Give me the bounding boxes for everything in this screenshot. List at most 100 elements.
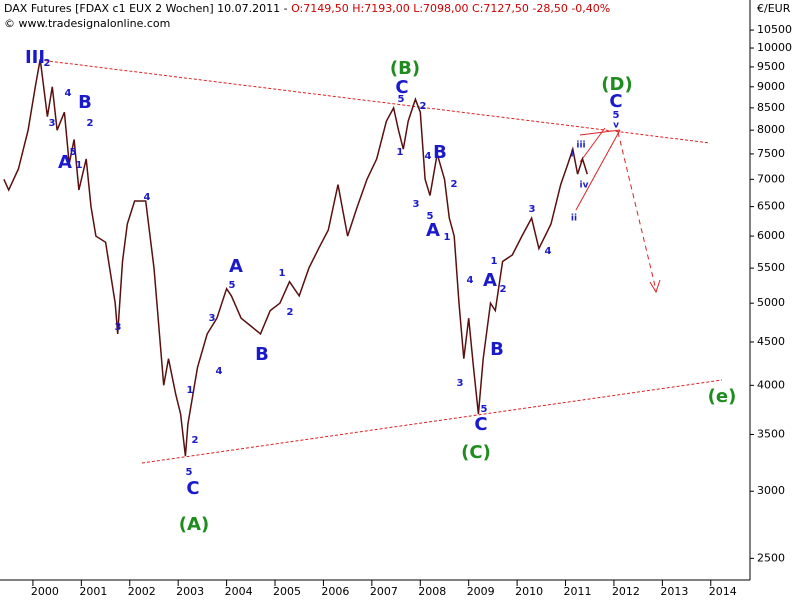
x-tick-label: 2004 <box>225 585 253 598</box>
wave-label: iv <box>580 181 589 191</box>
trend-lines <box>39 59 723 464</box>
wave-label: C <box>186 478 199 499</box>
wave-label: 1 <box>397 147 404 158</box>
wave-label: 2 <box>451 179 458 190</box>
wave-label: 5 <box>398 94 405 105</box>
wave-label: (D) <box>601 74 632 95</box>
y-tick-label: 6000 <box>757 229 785 242</box>
wave-label: (A) <box>179 514 209 535</box>
x-tick-label: 2010 <box>515 585 543 598</box>
wave-label: B <box>255 344 269 365</box>
wave-label: III <box>25 47 45 68</box>
x-tick-label: 2014 <box>709 585 737 598</box>
x-tick-label: 2008 <box>418 585 446 598</box>
wave-label: A <box>58 152 72 173</box>
wave-label: 3 <box>413 199 420 210</box>
wave-label: 4 <box>425 151 432 162</box>
wave-label: 3 <box>529 204 536 215</box>
wave-label: C <box>609 91 622 112</box>
y-tick-label: 5000 <box>757 296 785 309</box>
y-axis-label: €/EUR <box>757 2 791 15</box>
x-tick-label: 2005 <box>273 585 301 598</box>
wave-label: 5 <box>229 280 236 291</box>
y-tick-label: 10500 <box>757 23 792 36</box>
x-tick-label: 2000 <box>31 585 59 598</box>
price-line <box>3 59 589 457</box>
subtitle: © www.tradesignalonline.com <box>4 17 170 30</box>
wave-label: A <box>229 256 243 277</box>
wave-label: 2 <box>192 435 199 446</box>
wave-label: 2 <box>287 307 294 318</box>
wedge-lower <box>575 129 621 211</box>
wave-label: 1 <box>491 256 498 267</box>
wave-label: i <box>570 150 573 160</box>
y-tick-label: 6500 <box>757 200 785 213</box>
wave-label: A <box>426 220 440 241</box>
wave-label: A <box>483 270 497 291</box>
quote: O:7149,50 H:7193,00 L:7098,00 C:7127,50 … <box>291 2 610 15</box>
x-tick-label: 2007 <box>370 585 398 598</box>
wave-label: 2 <box>44 58 51 69</box>
wedge-top <box>579 129 621 136</box>
wave-label: B <box>78 92 92 113</box>
arrow-head <box>649 279 661 294</box>
wave-label: v <box>613 121 619 131</box>
wave-label: 4 <box>467 275 474 286</box>
wave-label: 5 <box>427 211 434 222</box>
wave-label: 3 <box>49 118 56 129</box>
x-tick-label: 2003 <box>176 585 204 598</box>
wave-label: 2 <box>420 101 427 112</box>
y-tick-label: 10000 <box>757 41 792 54</box>
y-tick-label: 4000 <box>757 378 785 391</box>
y-tick-label: 5500 <box>757 261 785 274</box>
wave-label: B <box>433 142 447 163</box>
y-tick-label: 8500 <box>757 101 785 114</box>
y-tick-label: 9000 <box>757 80 785 93</box>
y-tick-label: 3000 <box>757 484 785 497</box>
y-tick-label: 2500 <box>757 551 785 564</box>
wave-label: C <box>474 414 487 435</box>
y-tick-label: 9500 <box>757 60 785 73</box>
wave-label: 4 <box>65 88 72 99</box>
x-tick-label: 2013 <box>660 585 688 598</box>
upper-channel <box>39 59 711 144</box>
wave-label: (B) <box>390 58 420 79</box>
wave-label: 1 <box>76 160 83 171</box>
x-tick-label: 2012 <box>612 585 640 598</box>
wave-label: 5 <box>481 404 488 415</box>
wave-label: 5 <box>70 147 77 158</box>
wave-label: 4 <box>216 366 223 377</box>
title: DAX Futures [FDAX c1 EUX 2 Wochen] 10.07… <box>4 2 288 15</box>
wave-label: 1 <box>187 385 194 396</box>
wave-label: 2 <box>87 118 94 129</box>
wave-label: 2 <box>500 284 507 295</box>
x-tick-label: 2001 <box>79 585 107 598</box>
wave-label: ii <box>571 214 577 224</box>
wave-label: 4 <box>545 246 552 257</box>
wave-label: (C) <box>461 442 491 463</box>
y-tick-label: 8000 <box>757 123 785 136</box>
y-tick-label: 3500 <box>757 427 785 440</box>
wave-label: iii <box>576 141 585 151</box>
wave-label: 1 <box>444 232 451 243</box>
y-tick-label: 7500 <box>757 147 785 160</box>
wave-label: 4 <box>144 192 151 203</box>
x-tick-label: 2002 <box>128 585 156 598</box>
wedge-upper <box>579 127 606 163</box>
wave-label: 3 <box>115 322 122 333</box>
forecast-arrow <box>617 131 657 291</box>
wave-label: (e) <box>708 386 737 407</box>
wave-label: 5 <box>613 110 620 121</box>
wave-label: 3 <box>457 378 464 389</box>
wave-label: B <box>490 339 504 360</box>
x-tick-label: 2011 <box>564 585 592 598</box>
wave-label: 1 <box>279 268 286 279</box>
y-tick-label: 4500 <box>757 335 785 348</box>
wave-label: 3 <box>209 313 216 324</box>
x-tick-label: 2006 <box>321 585 349 598</box>
x-tick-label: 2009 <box>467 585 495 598</box>
wave-label: 5 <box>186 467 193 478</box>
chart-title: DAX Futures [FDAX c1 EUX 2 Wochen] 10.07… <box>4 2 610 15</box>
